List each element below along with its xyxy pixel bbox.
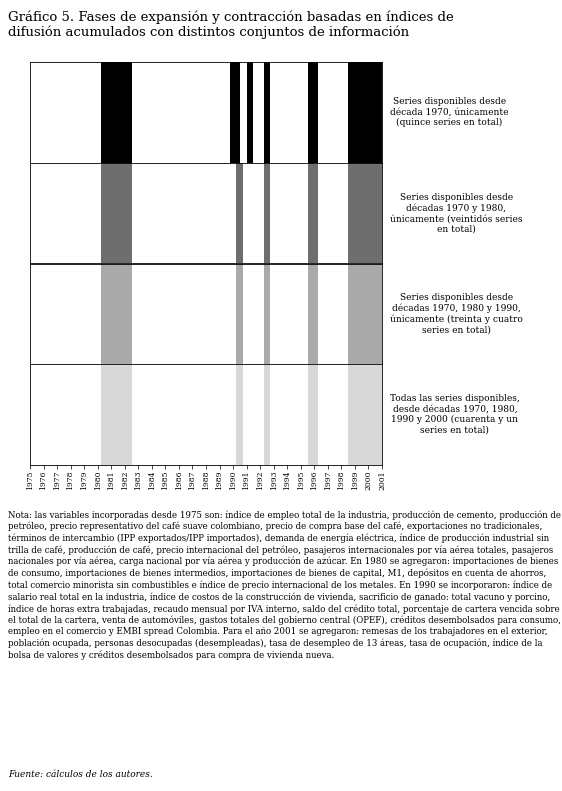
- Bar: [101, 364, 132, 465]
- Bar: [348, 263, 382, 364]
- Bar: [264, 364, 270, 465]
- Bar: [101, 163, 132, 263]
- Bar: [237, 163, 243, 263]
- Bar: [237, 364, 243, 465]
- Text: Todas las series disponibles,
desde décadas 1970, 1980,
1990 y 2000 (cuarenta y : Todas las series disponibles, desde déca…: [390, 395, 520, 435]
- Bar: [264, 62, 270, 163]
- Bar: [230, 62, 240, 163]
- Text: Gráfico 5. Fases de expansión y contracción basadas en índices de
difusión acumu: Gráfico 5. Fases de expansión y contracc…: [8, 10, 454, 39]
- Bar: [307, 163, 318, 263]
- Bar: [307, 62, 318, 163]
- Bar: [101, 263, 132, 364]
- Bar: [307, 364, 318, 465]
- Bar: [101, 62, 132, 163]
- Text: Nota: las variables incorporadas desde 1975 son: índice de empleo total de la in: Nota: las variables incorporadas desde 1…: [8, 510, 561, 660]
- Bar: [247, 62, 253, 163]
- Text: Series disponibles desde
décadas 1970 y 1980,
únicamente (veintidós series
en to: Series disponibles desde décadas 1970 y …: [390, 193, 523, 233]
- Bar: [348, 62, 382, 163]
- Bar: [264, 163, 270, 263]
- Bar: [348, 364, 382, 465]
- Text: Fuente: cálculos de los autores.: Fuente: cálculos de los autores.: [8, 770, 153, 779]
- Bar: [237, 263, 243, 364]
- Bar: [348, 163, 382, 263]
- Text: Series disponibles desde
década 1970, únicamente
(quince series en total): Series disponibles desde década 1970, ún…: [390, 97, 509, 127]
- Text: Series disponibles desde
décadas 1970, 1980 y 1990,
únicamente (treinta y cuatro: Series disponibles desde décadas 1970, 1…: [390, 293, 523, 335]
- Bar: [307, 263, 318, 364]
- Bar: [264, 263, 270, 364]
